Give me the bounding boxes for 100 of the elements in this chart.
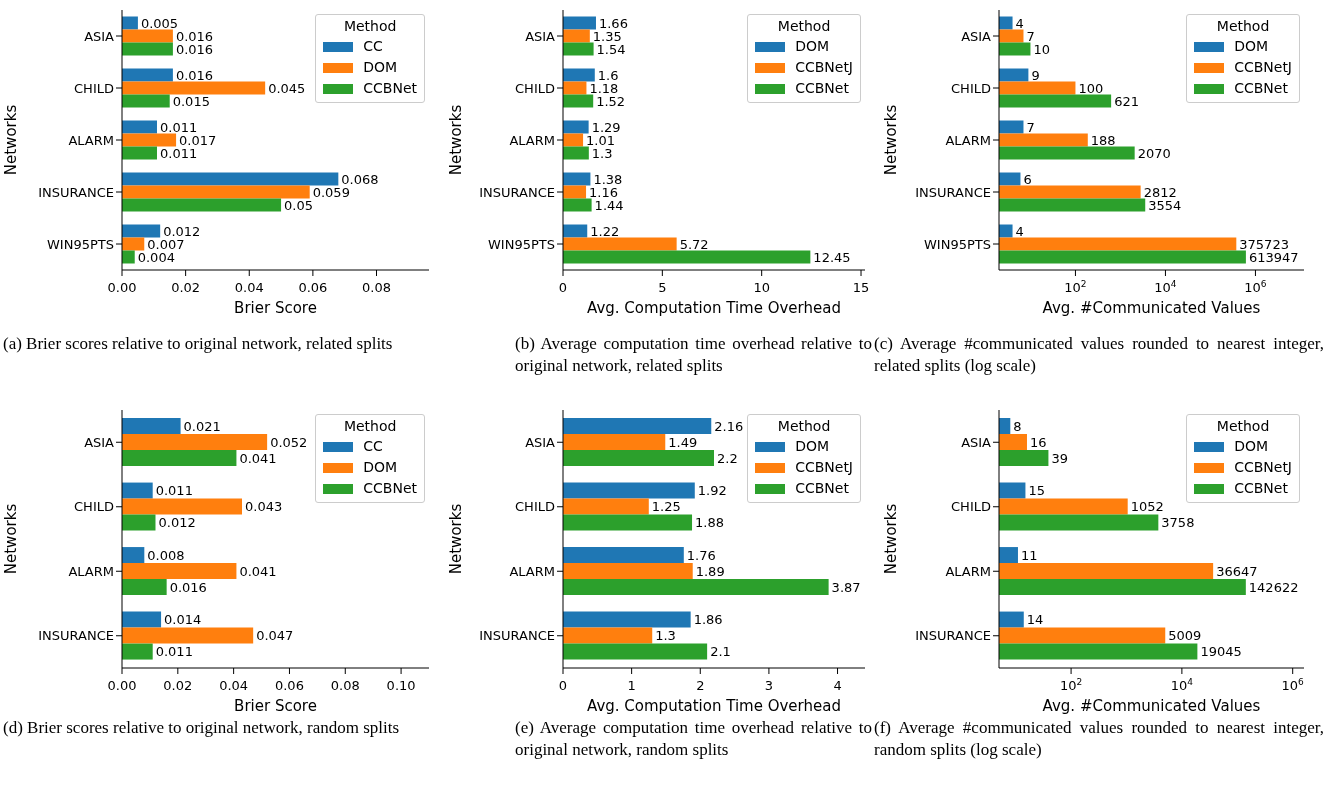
- legend-label: CCBNet: [795, 479, 849, 498]
- bar: [122, 198, 282, 212]
- bar: [563, 498, 649, 515]
- y-tick-label: WIN95PTS: [924, 236, 991, 252]
- bar: [563, 198, 592, 212]
- data-label: 1.66: [598, 15, 628, 31]
- bar: [122, 81, 266, 95]
- data-label: 1.54: [596, 41, 626, 57]
- text: (b) Average computation time overhead relative to original network, related splits: [515, 333, 872, 377]
- bar: [122, 611, 162, 628]
- legend-label: CCBNet: [363, 79, 417, 98]
- bar: [563, 42, 594, 56]
- data-label: 1.35: [592, 28, 622, 44]
- y-tick-label: ASIA: [84, 434, 115, 450]
- x-axis-title: Brier Score: [234, 299, 317, 317]
- bar: [563, 94, 594, 108]
- bar: [563, 185, 587, 199]
- data-label: 1.86: [693, 612, 723, 628]
- bar: [122, 68, 173, 82]
- bar: [122, 563, 237, 580]
- y-tick-label: CHILD: [74, 499, 114, 515]
- text: (d) Brier scores relative to original network, random splits: [3, 717, 401, 739]
- bar: [563, 120, 589, 134]
- x-tick-label: 15: [852, 280, 870, 295]
- data-label: 0.008: [147, 547, 185, 563]
- bar: [563, 563, 693, 580]
- bar: [563, 547, 684, 564]
- x-axis-title: Brier Score: [234, 697, 317, 715]
- x-tick-label: 0.00: [107, 678, 137, 693]
- data-label: 1.52: [596, 93, 626, 109]
- y-tick-label: ASIA: [961, 434, 992, 450]
- data-label: 613947: [1248, 249, 1299, 265]
- bar: [122, 514, 156, 531]
- data-label: 1.49: [668, 434, 698, 450]
- y-tick-label: INSURANCE: [915, 628, 991, 644]
- y-axis-title: Networks: [447, 104, 466, 176]
- legend-label: CCBNetJ: [795, 58, 853, 77]
- x-tick-label: 10: [753, 280, 770, 295]
- y-tick-label: CHILD: [951, 80, 991, 96]
- x-tick-label: 0.06: [298, 280, 328, 295]
- data-label: 0.047: [256, 628, 294, 644]
- bar: [563, 81, 587, 95]
- data-label: 0.05: [284, 197, 314, 213]
- data-label: 142622: [1248, 579, 1299, 595]
- x-tick-label: 1: [627, 678, 636, 693]
- data-label: 0.068: [341, 171, 379, 187]
- data-label: 0.021: [183, 418, 221, 434]
- y-tick-label: WIN95PTS: [47, 236, 114, 252]
- x-tick-label: 0.02: [171, 280, 201, 295]
- text: (c) Average #communicated values rounded to nearest integer, related splits (log scale): [874, 333, 1324, 377]
- data-label: 621: [1114, 93, 1139, 109]
- x-tick-label: 0: [558, 280, 568, 295]
- y-tick-label: INSURANCE: [38, 628, 114, 644]
- y-axis-title: Networks: [2, 104, 21, 176]
- bar: [563, 579, 829, 596]
- y-tick-label: WIN95PTS: [488, 236, 555, 252]
- data-label: 0.011: [155, 644, 193, 660]
- data-label: 2812: [1143, 184, 1177, 200]
- data-label: 1.88: [695, 515, 724, 531]
- data-label: 14: [1026, 612, 1044, 628]
- data-label: 19045: [1200, 644, 1242, 660]
- data-label: 3.87: [831, 579, 861, 595]
- data-label: 1.6: [597, 67, 619, 83]
- data-label: 0.014: [164, 612, 202, 628]
- bar: [563, 434, 666, 451]
- data-label: 3554: [1148, 197, 1182, 213]
- legend-title: Method: [1215, 18, 1271, 34]
- x-axis-title: Avg. Computation Time Overhead: [587, 299, 841, 317]
- legend-label: CCBNet: [1234, 79, 1288, 98]
- bar: [563, 16, 596, 30]
- data-label: 4: [1015, 223, 1024, 239]
- data-label: 10: [1033, 41, 1050, 57]
- legend-label: CC: [363, 37, 383, 56]
- y-tick-label: ASIA: [525, 434, 556, 450]
- legend-label: CCBNet: [795, 79, 849, 98]
- legend-label: CCBNetJ: [795, 458, 853, 477]
- data-label: 0.011: [159, 119, 198, 135]
- bar: [122, 498, 243, 515]
- y-tick-label: INSURANCE: [38, 184, 114, 200]
- x-tick-label: 10$^{4}$: [1154, 279, 1177, 295]
- legend-label: DOM: [1234, 437, 1269, 456]
- x-axis-title: Avg. #Communicated Values: [1042, 697, 1261, 715]
- legend-title: Method: [342, 18, 398, 34]
- bar: [563, 643, 708, 660]
- bar: [122, 224, 161, 238]
- bar: [122, 579, 167, 596]
- x-tick-label: 0.10: [386, 678, 416, 693]
- x-tick-label: 0.04: [219, 678, 249, 693]
- data-label: 0.012: [158, 515, 196, 531]
- bar: [563, 627, 653, 644]
- x-axis-title: Avg. Computation Time Overhead: [587, 697, 841, 715]
- bar: [122, 250, 135, 264]
- data-label: 0.059: [312, 184, 350, 200]
- data-label: 3758: [1161, 515, 1195, 531]
- y-tick-label: CHILD: [951, 499, 991, 515]
- bar: [563, 611, 691, 628]
- x-tick-label: 5: [658, 280, 667, 295]
- x-tick-label: 0.04: [234, 280, 264, 295]
- data-label: 0.016: [175, 67, 214, 83]
- text: (a) Brier scores relative to original network, related splits: [3, 333, 394, 355]
